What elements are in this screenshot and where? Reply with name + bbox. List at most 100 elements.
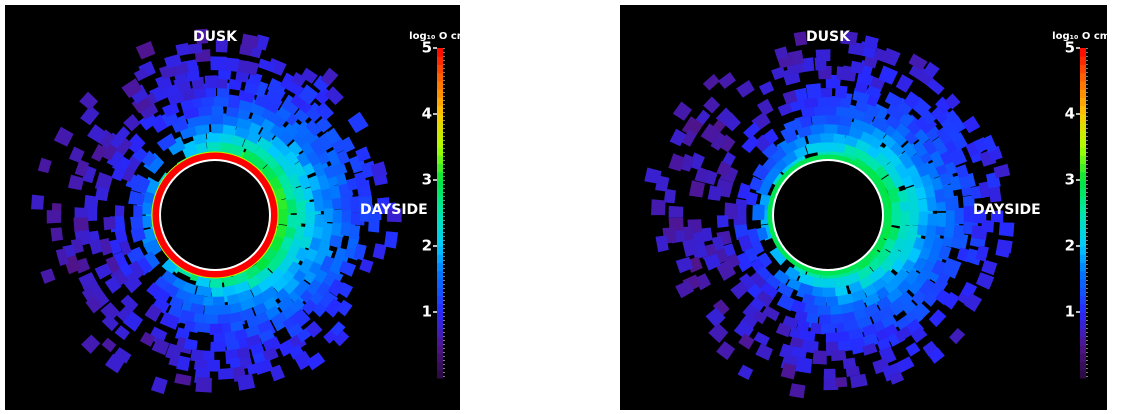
- density-cell: [836, 66, 850, 80]
- colorbar-tick-label: 1: [422, 303, 432, 321]
- density-cell: [207, 132, 220, 143]
- colorbar-segment: [437, 370, 443, 379]
- colorbar-tick-label: 1: [1065, 303, 1075, 321]
- colorbar-segment: [1080, 238, 1086, 247]
- colorbar-segment: [1080, 221, 1086, 230]
- colorbar-segment: [437, 312, 443, 321]
- colorbar-segment: [1080, 337, 1086, 346]
- density-cell: [999, 222, 1015, 237]
- colorbar-segment: [1080, 89, 1086, 98]
- colorbar-segment: [437, 89, 443, 98]
- colorbar-segment: [1080, 230, 1086, 239]
- colorbar-label: log₁₀ O cm⁻³: [1052, 31, 1120, 42]
- density-cell: [218, 368, 235, 380]
- density-cell: [73, 218, 89, 233]
- colorbar-segment: [437, 139, 443, 148]
- colorbar-segment: [1080, 312, 1086, 321]
- colorbar-segment: [1080, 164, 1086, 173]
- colorbar-segment: [1080, 205, 1086, 214]
- colorbar-segment: [437, 81, 443, 90]
- colorbar-tick-label: 4: [422, 105, 432, 123]
- colorbar-segment: [1080, 287, 1086, 296]
- colorbar-segment: [1080, 197, 1086, 206]
- colorbar-segment: [1080, 304, 1086, 313]
- density-cell: [194, 322, 211, 333]
- density-cell: [789, 383, 805, 398]
- colorbar-segment: [437, 122, 443, 131]
- colorbar-tick-label: 5: [422, 39, 432, 57]
- density-cell: [237, 374, 255, 391]
- density-cell: [349, 225, 360, 240]
- density-cell: [47, 210, 62, 223]
- density-cell: [297, 209, 307, 224]
- density-cell: [651, 199, 666, 215]
- density-cell: [806, 83, 822, 99]
- density-cell: [176, 43, 190, 56]
- colorbar-segment: [437, 114, 443, 123]
- colorbar-segment: [1080, 296, 1086, 305]
- density-cell: [981, 220, 994, 233]
- colorbar-tick-label: 2: [422, 237, 432, 255]
- dayside-label: DAYSIDE: [360, 202, 428, 218]
- colorbar-segment: [1080, 81, 1086, 90]
- colorbar-segment: [1080, 106, 1086, 115]
- colorbar-segment: [437, 188, 443, 197]
- colorbar-segment: [1080, 213, 1086, 222]
- colorbar-segment: [437, 73, 443, 82]
- colorbar-segment: [1080, 345, 1086, 354]
- colorbar-segment: [437, 304, 443, 313]
- colorbar-segment: [437, 246, 443, 255]
- density-cell: [717, 215, 729, 228]
- colorbar-label: log₁₀ O cm⁻³: [409, 31, 477, 42]
- density-cell: [195, 377, 212, 393]
- density-cell: [835, 377, 847, 388]
- dusk-label: DUSK: [193, 29, 238, 45]
- density-cell: [812, 350, 826, 364]
- colorbar-segment: [1080, 122, 1086, 131]
- colorbar-segment: [1080, 65, 1086, 74]
- colorbar-segment: [1080, 56, 1086, 65]
- density-cell: [205, 75, 218, 88]
- colorbar-segment: [437, 221, 443, 230]
- colorbar-segment: [437, 197, 443, 206]
- colorbar-segment: [1080, 362, 1086, 371]
- density-cell: [31, 195, 44, 210]
- density-cell: [103, 217, 116, 230]
- colorbar-segment: [437, 362, 443, 371]
- density-cell: [816, 49, 831, 61]
- colorbar-segment: [437, 263, 443, 272]
- colorbar-tick-label: 5: [1065, 39, 1075, 57]
- colorbar-segment: [1080, 155, 1086, 164]
- colorbar-segment: [437, 48, 443, 57]
- colorbar-segment: [437, 147, 443, 156]
- colorbar-segment: [437, 106, 443, 115]
- colorbar-segment: [437, 213, 443, 222]
- colorbar-segment: [1080, 48, 1086, 57]
- colorbar-segment: [1080, 320, 1086, 329]
- colorbar-segment: [1080, 329, 1086, 338]
- colorbar-segment: [437, 98, 443, 107]
- planet: [773, 160, 883, 270]
- colorbar-segment: [437, 131, 443, 140]
- dayside-label: DAYSIDE: [973, 202, 1041, 218]
- colorbar-segment: [437, 337, 443, 346]
- colorbar-segment: [437, 230, 443, 239]
- colorbar-tick-label: 4: [1065, 105, 1075, 123]
- colorbar-segment: [1080, 98, 1086, 107]
- colorbar-segment: [437, 205, 443, 214]
- density-cell: [795, 357, 812, 374]
- colorbar-segment: [1080, 73, 1086, 82]
- dusk-label: DUSK: [806, 29, 851, 45]
- density-cell: [211, 123, 224, 133]
- colorbar-segment: [437, 296, 443, 305]
- colorbar-segment: [1080, 246, 1086, 255]
- colorbar-segment: [1080, 254, 1086, 263]
- colorbar-segment: [437, 320, 443, 329]
- colorbar-segment: [437, 56, 443, 65]
- density-cell: [838, 340, 853, 352]
- colorbar-segment: [1080, 188, 1086, 197]
- colorbar-tick-label: 3: [422, 171, 432, 189]
- colorbar-segment: [1080, 172, 1086, 181]
- density-cell: [821, 324, 836, 334]
- density-cell: [210, 56, 226, 70]
